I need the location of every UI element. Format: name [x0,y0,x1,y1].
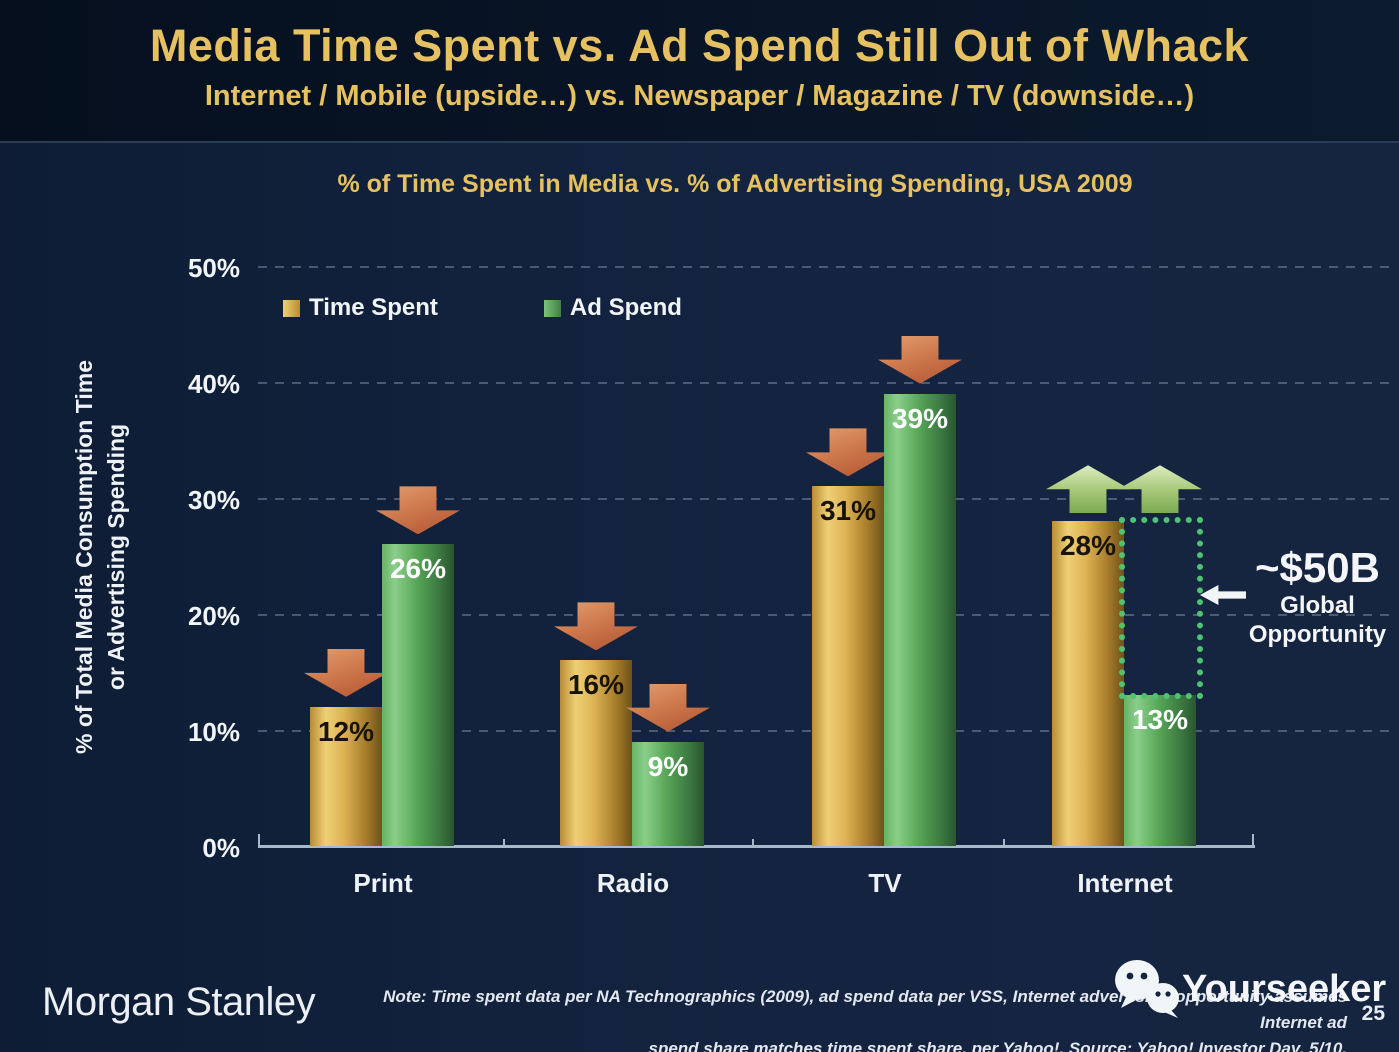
bar-radio-time-spent: 16% [560,660,632,846]
bar-value-label: 28% [1059,530,1117,562]
wechat-icon [1115,960,1179,1018]
chart-legend: Time Spent Ad Spend [283,294,682,322]
morgan-stanley-logo: Morgan Stanley [42,980,316,1024]
plot-area: Time Spent Ad Spend 0% 10% 20% 30% 40% 50% 12%… [188,253,1390,898]
x-category-label-internet: Internet [1077,868,1173,898]
legend-item-ad-spend: Ad Spend [543,294,682,322]
slide-header: Media Time Spent vs. Ad Spend Still Out … [0,0,1399,143]
gridline-50 [258,266,1390,268]
bar-print-ad-spend: 26% [382,544,454,846]
opportunity-annotation: ~$50B Global Opportunity [1240,545,1395,649]
ad-spend-swatch-icon [543,299,561,317]
y-axis-title-line1: % of Total Media Consumption Time [71,360,97,754]
bar-value-label: 39% [891,402,949,434]
axis-tick [1252,834,1254,848]
y-axis-title-line2: or Advertising Spending [103,423,129,691]
axis-tick [752,839,754,848]
axis-tick [1003,839,1005,848]
bar-tv-time-spent: 31% [812,486,884,846]
bar-value-label: 16% [567,669,625,701]
gridline-40 [258,382,1390,384]
axis-tick [503,839,505,848]
trend-arrow-up-icon [1118,465,1202,514]
axis-tick [258,834,260,848]
x-category-label-print: Print [353,868,413,898]
x-category-label-tv: TV [868,868,902,898]
bar-value-label: 31% [819,495,877,527]
bar-tv-ad-spend: 39% [884,393,956,846]
y-tick-label: 30% [187,485,240,515]
source-note: Note: Time spent data per NA Technograph… [317,984,1347,1052]
y-axis-title: % of Total Media Consumption Time or Adv… [68,277,138,837]
bar-radio-ad-spend: 9% [632,741,704,846]
bar-internet-ad-spend: 13% [1124,695,1196,846]
trend-arrow-down-icon [376,486,460,535]
opportunity-label-line2: Opportunity [1248,621,1387,648]
bar-value-label: 26% [389,553,447,585]
x-axis-line [258,845,1255,848]
page-number: 25 [1361,1002,1385,1025]
y-tick-label: 40% [187,369,240,399]
chart-title: % of Time Spent in Media vs. % of Advert… [337,170,1133,198]
trend-arrow-down-icon [554,602,638,651]
opportunity-label-line1: Global [1280,592,1355,619]
time-spent-swatch-icon [283,299,300,317]
trend-arrow-down-icon [304,648,388,697]
trend-arrow-down-icon [626,683,710,732]
bar-value-label: 12% [317,715,375,747]
bar-print-time-spent: 12% [310,706,382,846]
y-tick-label: 0% [202,833,240,863]
y-tick-label: 20% [187,601,240,631]
trend-arrow-down-icon [806,428,890,477]
watermark: Yourseeker [1112,958,1386,1020]
trend-arrow-down-icon [878,335,962,384]
opportunity-value: ~$50B [1255,544,1380,591]
bar-value-label: 9% [647,750,689,782]
bar-internet-time-spent: 28% [1052,521,1124,846]
y-tick-label: 50% [187,253,240,283]
slide-subtitle: Internet / Mobile (upside…) vs. Newspape… [204,80,1195,112]
slide-title: Media Time Spent vs. Ad Spend Still Out … [149,20,1250,71]
source-note-line2: spend share matches time spent share, pe… [648,1039,1348,1052]
watermark-text: Yourseeker [1182,967,1387,1010]
legend-item-time-spent: Time Spent [283,294,438,322]
y-tick-label: 10% [187,717,240,747]
x-category-label-radio: Radio [596,868,670,898]
trend-arrow-up-icon [1046,465,1130,514]
source-note-line1: Note: Time spent data per NA Technograph… [383,987,1347,1032]
legend-label: Ad Spend [569,294,682,321]
opportunity-dotted-box [1119,517,1203,700]
bar-value-label: 13% [1131,704,1189,736]
legend-label: Time Spent [309,294,438,321]
